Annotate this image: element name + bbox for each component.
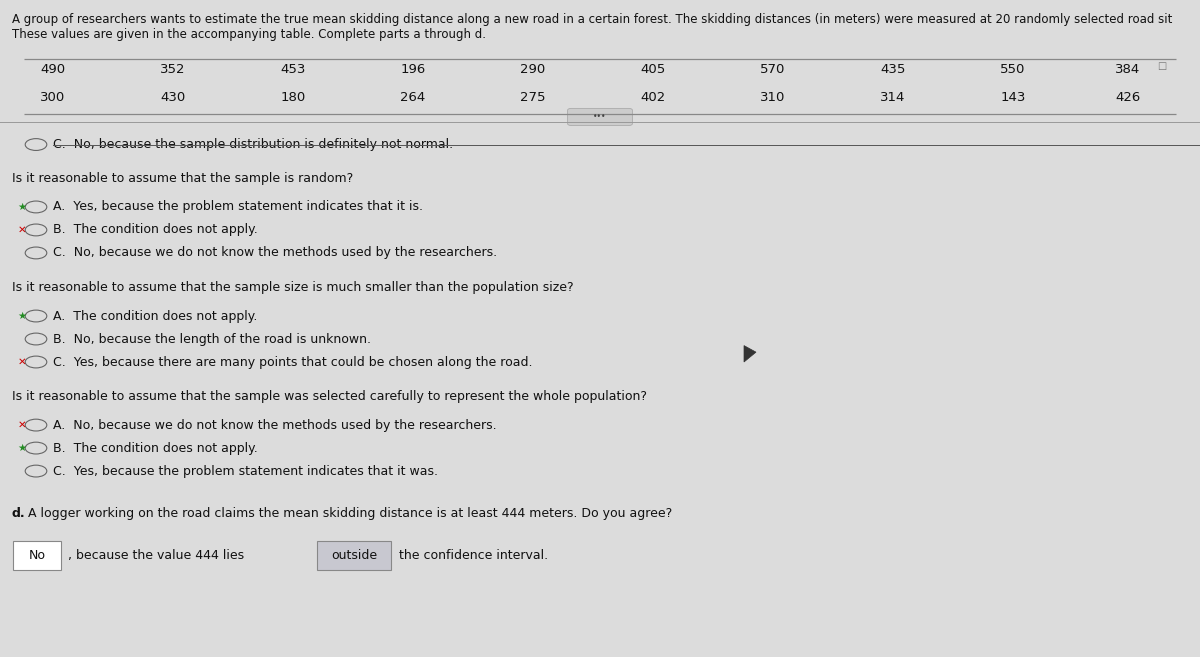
Text: 384: 384 [1115,63,1141,76]
Text: B.  The condition does not apply.: B. The condition does not apply. [53,223,258,237]
Text: C.  No, because we do not know the methods used by the researchers.: C. No, because we do not know the method… [53,246,497,260]
Text: , because the value 444 lies: , because the value 444 lies [64,549,247,562]
Text: □: □ [1157,61,1166,72]
Text: 352: 352 [160,63,186,76]
Text: A logger working on the road claims the mean skidding distance is at least 444 m: A logger working on the road claims the … [28,507,672,520]
Text: B.  The condition does not apply.: B. The condition does not apply. [53,442,258,455]
FancyBboxPatch shape [13,541,61,570]
FancyBboxPatch shape [568,108,632,125]
Text: d.: d. [12,507,25,520]
Text: B.  No, because the length of the road is unknown.: B. No, because the length of the road is… [53,332,371,346]
Text: ★: ★ [17,443,26,453]
Text: No: No [29,549,46,562]
Text: 435: 435 [880,63,906,76]
Text: 196: 196 [400,63,426,76]
Text: 453: 453 [280,63,306,76]
Text: Is it reasonable to assume that the sample is random?: Is it reasonable to assume that the samp… [12,172,353,185]
Text: 426: 426 [1115,91,1141,104]
Text: 180: 180 [280,91,306,104]
Text: C.  No, because the sample distribution is definitely not normal.: C. No, because the sample distribution i… [53,138,452,151]
Text: ✕: ✕ [17,225,26,235]
Text: C.  Yes, because there are many points that could be chosen along the road.: C. Yes, because there are many points th… [53,355,533,369]
Text: 430: 430 [160,91,186,104]
Text: •••: ••• [593,112,607,121]
Text: 314: 314 [880,91,906,104]
Text: 275: 275 [520,91,546,104]
Text: Is it reasonable to assume that the sample was selected carefully to represent t: Is it reasonable to assume that the samp… [12,390,647,403]
Text: 405: 405 [640,63,666,76]
Text: 300: 300 [40,91,66,104]
Text: 310: 310 [760,91,786,104]
Text: A.  No, because we do not know the methods used by the researchers.: A. No, because we do not know the method… [53,419,497,432]
Text: 290: 290 [520,63,546,76]
Text: A.  The condition does not apply.: A. The condition does not apply. [53,309,257,323]
Text: outside: outside [331,549,377,562]
Text: ✕: ✕ [17,357,26,367]
FancyBboxPatch shape [317,541,391,570]
Text: the confidence interval.: the confidence interval. [395,549,548,562]
Text: 143: 143 [1000,91,1026,104]
Text: These values are given in the accompanying table. Complete parts a through d.: These values are given in the accompanyi… [12,28,486,41]
Text: C.  Yes, because the problem statement indicates that it was.: C. Yes, because the problem statement in… [53,464,438,478]
Text: ★: ★ [17,311,26,321]
Text: Is it reasonable to assume that the sample size is much smaller than the populat: Is it reasonable to assume that the samp… [12,281,574,294]
Text: ★: ★ [17,202,26,212]
Text: A group of researchers wants to estimate the true mean skidding distance along a: A group of researchers wants to estimate… [12,13,1172,26]
Text: 490: 490 [41,63,65,76]
Text: 550: 550 [1000,63,1026,76]
Polygon shape [744,346,756,362]
Text: 264: 264 [400,91,426,104]
Text: 570: 570 [760,63,786,76]
Text: 402: 402 [640,91,666,104]
Text: A.  Yes, because the problem statement indicates that it is.: A. Yes, because the problem statement in… [53,200,422,214]
Text: ✕: ✕ [17,420,26,430]
